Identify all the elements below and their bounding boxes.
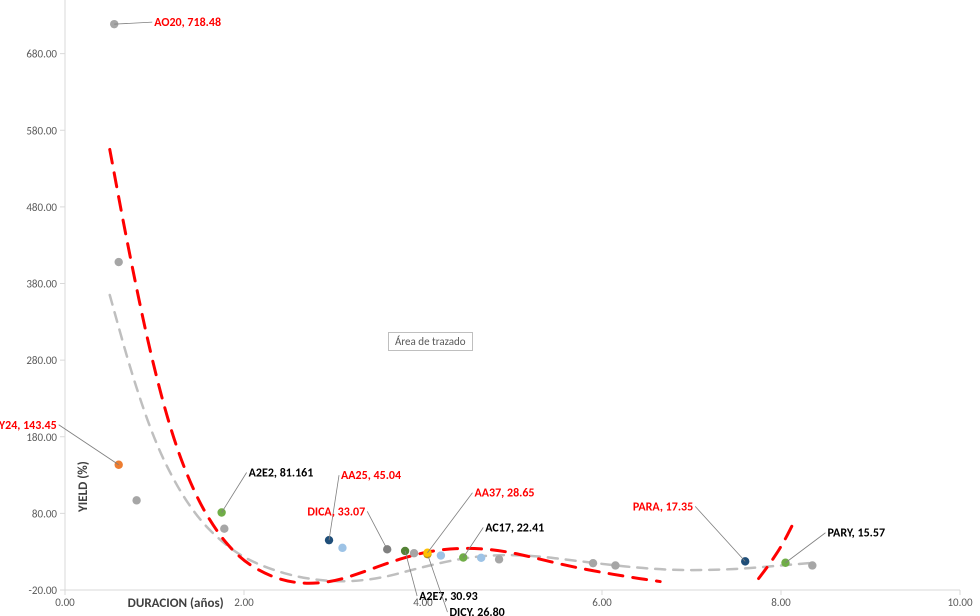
- data-point: [410, 549, 418, 557]
- data-point: [459, 553, 467, 561]
- data-point: [495, 555, 503, 563]
- leader-line: [405, 551, 417, 596]
- data-label: AO20, 718.48: [154, 16, 221, 30]
- leader-line: [222, 472, 247, 512]
- data-point: [220, 525, 228, 533]
- x-axis-title: DURACION (años): [128, 596, 224, 611]
- data-label: AY24, 143.45: [0, 419, 57, 433]
- data-point: [611, 561, 619, 569]
- data-point: [132, 496, 140, 504]
- y-tick-label: 380.00: [26, 278, 57, 291]
- y-tick-label: 580.00: [26, 124, 57, 137]
- x-tick-label: 8.00: [771, 596, 791, 609]
- y-axis-title: YIELD (%): [76, 461, 91, 513]
- leader-line: [695, 506, 745, 561]
- data-label: A2E7, 30.93: [419, 590, 478, 604]
- data-label: A2E2, 81.161: [249, 466, 314, 480]
- y-tick-label: 680.00: [26, 48, 57, 61]
- data-label: PARA, 17.35: [633, 500, 693, 514]
- data-point: [589, 559, 597, 567]
- data-point: [115, 258, 123, 266]
- y-tick-label: 280.00: [26, 354, 57, 367]
- x-tick-label: 6.00: [592, 596, 612, 609]
- leader-line: [59, 425, 119, 465]
- y-tick-label: 480.00: [26, 201, 57, 214]
- data-point: [477, 554, 485, 562]
- trend-curve: [110, 149, 660, 583]
- x-tick-label: 10.00: [947, 596, 973, 609]
- yield-duration-chart: 0.002.004.006.008.0010.00-20.0080.00180.…: [0, 0, 980, 616]
- data-label: AC17, 22.41: [485, 522, 544, 536]
- leader-line: [367, 511, 387, 549]
- x-tick-label: 0.00: [55, 596, 75, 609]
- data-point: [401, 547, 409, 555]
- data-label: AA37, 28.65: [474, 487, 534, 501]
- plot-area-tooltip: Área de trazado: [388, 332, 473, 351]
- data-point: [338, 544, 346, 552]
- leader-line: [463, 528, 483, 558]
- leader-line: [114, 22, 152, 24]
- data-label: DICY, 26.80: [449, 606, 504, 616]
- x-tick-label: 2.00: [234, 596, 254, 609]
- leader-line: [785, 533, 825, 563]
- y-tick-label: 80.00: [32, 507, 58, 520]
- data-point: [325, 536, 333, 544]
- trend-curve: [759, 521, 795, 578]
- data-point: [437, 551, 445, 559]
- data-label: AA25, 45.04: [341, 469, 401, 483]
- leader-line: [427, 493, 472, 553]
- y-tick-label: -20.00: [29, 584, 58, 597]
- data-point: [808, 561, 816, 569]
- data-label: DICA, 33.07: [307, 505, 365, 519]
- data-label: PARY, 15.57: [827, 527, 885, 541]
- data-point: [423, 549, 431, 557]
